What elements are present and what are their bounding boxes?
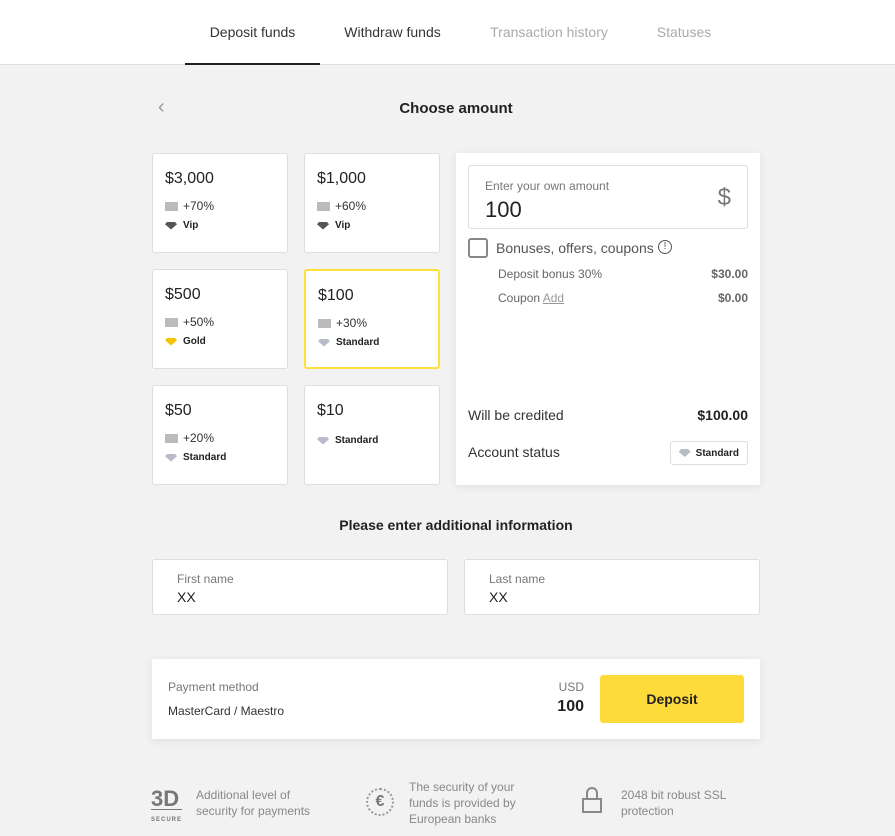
coupon-value: $0.00 xyxy=(717,291,748,305)
last-name-field[interactable]: Last name XX xyxy=(464,559,760,615)
tab-withdraw-funds[interactable]: Withdraw funds xyxy=(344,24,441,40)
bonuses-checkbox[interactable] xyxy=(468,238,488,258)
amount-card[interactable]: $500 +50% Gold xyxy=(152,269,288,369)
tab-statuses[interactable]: Statuses xyxy=(656,24,712,40)
account-status-badge: Standard xyxy=(669,441,748,465)
gem-icon xyxy=(165,337,177,346)
gem-icon xyxy=(678,449,691,457)
card-bonus: +50% xyxy=(165,315,214,329)
card-bonus: +60% xyxy=(317,199,366,213)
ticket-icon xyxy=(165,433,178,443)
card-status: Standard xyxy=(318,337,379,348)
card-amount: $100 xyxy=(318,287,354,304)
info-icon[interactable]: ! xyxy=(658,240,672,254)
tab-deposit-funds[interactable]: Deposit funds xyxy=(185,0,320,65)
card-status: Gold xyxy=(165,336,206,347)
card-bonus: +30% xyxy=(318,316,367,330)
ticket-icon xyxy=(318,318,331,328)
gem-icon xyxy=(165,453,177,462)
card-bonus: +70% xyxy=(165,199,214,213)
amount-panel: Enter your own amount 100 $ Bonuses, off… xyxy=(456,153,760,485)
deposit-bonus-value: $30.00 xyxy=(711,267,748,281)
card-bonus: +20% xyxy=(165,431,214,445)
tab-transaction-history[interactable]: Transaction history xyxy=(490,24,608,40)
card-status: Vip xyxy=(317,220,350,231)
ticket-icon xyxy=(165,317,178,327)
first-name-label: First name xyxy=(177,572,234,586)
euro-banks-text: The security of your funds is provided b… xyxy=(409,780,516,826)
card-status: Standard xyxy=(165,452,226,463)
payment-amount: 100 xyxy=(557,698,584,715)
page-title: Choose amount xyxy=(399,100,513,117)
amount-card[interactable]: $50 +20% Standard xyxy=(152,385,288,485)
gem-icon xyxy=(317,221,329,230)
back-arrow-icon[interactable]: ‹ xyxy=(158,96,165,118)
amount-card[interactable]: $1,000 +60% Vip xyxy=(304,153,440,253)
credited-value: $100.00 xyxy=(697,407,748,423)
amount-value[interactable]: 100 xyxy=(485,197,522,222)
3d-secure-text: Additional level of security for payment… xyxy=(196,788,311,818)
coupon-add-link[interactable]: Add xyxy=(542,291,565,305)
currency-label: USD xyxy=(558,680,584,694)
last-name-value[interactable]: XX xyxy=(489,589,508,605)
coupon-label: Coupon xyxy=(498,291,541,305)
euro-stars-icon: € xyxy=(366,788,394,816)
card-status: Vip xyxy=(165,220,198,231)
amount-card[interactable]: $100 +30% Standard xyxy=(304,269,440,369)
ticket-icon xyxy=(165,201,178,211)
payment-bar: Payment method MasterCard / Maestro USD … xyxy=(152,659,760,739)
card-amount: $500 xyxy=(165,286,201,303)
credited-label: Will be credited xyxy=(468,407,564,423)
deposit-bonus-label: Deposit bonus 30% xyxy=(498,267,603,281)
gem-icon xyxy=(317,436,329,445)
first-name-field[interactable]: First name XX xyxy=(152,559,448,615)
dollar-icon: $ xyxy=(717,184,731,211)
card-status: Standard xyxy=(317,435,378,446)
top-nav: Deposit funds Withdraw funds Transaction… xyxy=(0,0,895,65)
3d-secure-logo: 3D SECURE xyxy=(151,788,183,830)
amount-input[interactable]: Enter your own amount 100 $ xyxy=(468,165,748,229)
amount-card[interactable]: $10 Standard xyxy=(304,385,440,485)
first-name-value[interactable]: XX xyxy=(177,589,196,605)
gem-icon xyxy=(318,338,330,347)
payment-method-value: MasterCard / Maestro xyxy=(168,704,285,718)
card-amount: $1,000 xyxy=(317,170,366,187)
account-status-label: Account status xyxy=(468,444,560,460)
ssl-text: 2048 bit robust SSL protection xyxy=(621,788,726,818)
card-amount: $3,000 xyxy=(165,170,214,187)
amount-card[interactable]: $3,000 +70% Vip xyxy=(152,153,288,253)
lock-icon xyxy=(582,787,602,815)
card-amount: $50 xyxy=(165,402,192,419)
bonuses-label: Bonuses, offers, coupons xyxy=(496,240,654,256)
amount-label: Enter your own amount xyxy=(485,179,610,193)
info-title: Please enter additional information xyxy=(339,517,573,533)
payment-method-label: Payment method xyxy=(168,680,259,694)
ticket-icon xyxy=(317,201,330,211)
last-name-label: Last name xyxy=(489,572,546,586)
card-amount: $10 xyxy=(317,402,344,419)
gem-icon xyxy=(165,221,177,230)
deposit-button[interactable]: Deposit xyxy=(600,675,744,723)
